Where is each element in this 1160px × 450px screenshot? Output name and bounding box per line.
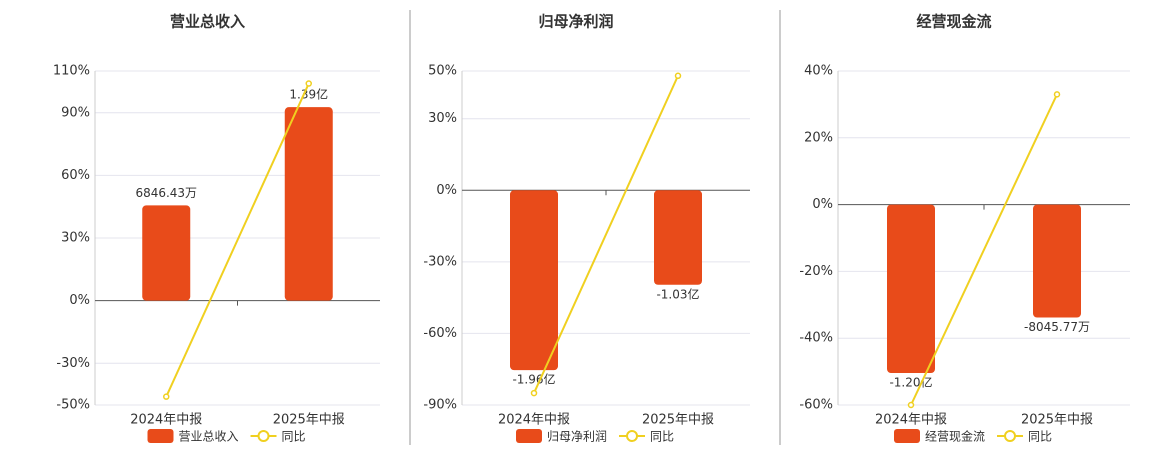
y-tick-label: 30% [428, 111, 457, 126]
y-tick-label: 50% [428, 64, 457, 79]
y-tick-label: 0% [812, 197, 833, 212]
data-label: -8045.77万 [1024, 320, 1090, 334]
legend-swatch [1004, 430, 1017, 442]
y-tick-label: -30% [423, 254, 457, 269]
legend-label: 同比 [282, 430, 306, 444]
bar [142, 205, 191, 301]
line [910, 93, 1058, 406]
line-point [530, 389, 538, 397]
legend-label: 营业总收入 [179, 430, 239, 444]
data-label: -1.20亿 [889, 375, 932, 390]
legend-label: 归母净利润 [547, 430, 607, 444]
data-label: 1.39亿 [289, 87, 328, 102]
x-tick-label: 2025年中报 [1021, 413, 1093, 428]
chart-title: 营业总收入 [170, 13, 245, 31]
y-tick-label: 0% [436, 183, 457, 198]
x-tick-label: 2024年中报 [498, 413, 570, 428]
line-point [163, 393, 170, 400]
bar [510, 190, 558, 371]
data-label: 6846.43万 [135, 186, 197, 200]
legend-swatch [626, 430, 639, 442]
legend-label: 同比 [650, 430, 674, 444]
x-tick-label: 2024年中报 [875, 413, 947, 428]
chart-title: 归母净利润 [538, 13, 613, 31]
y-tick-label: 90% [61, 105, 90, 120]
legend-swatch [257, 430, 270, 442]
legend-label: 同比 [1028, 430, 1052, 444]
bar [1033, 204, 1081, 318]
bar [654, 190, 702, 285]
legend-label: 经营现金流 [925, 429, 985, 444]
y-tick-label: -30% [56, 356, 90, 371]
line-point [305, 80, 312, 87]
line [165, 83, 310, 398]
bar [284, 107, 333, 301]
data-label: -1.96亿 [512, 372, 555, 387]
y-tick-label: 20% [804, 130, 833, 145]
legend-swatch [894, 429, 920, 443]
chart-title: 经营现金流 [916, 13, 991, 31]
y-tick-label: -90% [423, 398, 457, 413]
line [533, 75, 679, 394]
x-tick-label: 2024年中报 [130, 413, 202, 428]
y-tick-label: -40% [799, 331, 833, 346]
y-tick-label: 60% [61, 168, 90, 183]
y-tick-label: 0% [69, 293, 90, 308]
y-tick-label: -50% [56, 398, 90, 413]
y-tick-label: -60% [799, 398, 833, 413]
line-point [674, 72, 682, 80]
data-label: -1.03亿 [656, 286, 699, 301]
y-tick-label: 30% [61, 231, 90, 246]
x-tick-label: 2025年中报 [273, 413, 345, 428]
x-tick-label: 2025年中报 [642, 413, 714, 428]
y-tick-label: -60% [423, 326, 457, 341]
line-point [907, 401, 915, 409]
y-tick-label: 110% [53, 64, 90, 79]
legend-swatch [147, 429, 174, 443]
line-point [1053, 91, 1061, 98]
bar [887, 204, 935, 374]
legend-swatch [516, 429, 542, 443]
y-tick-label: -20% [799, 264, 833, 279]
y-tick-label: 40% [804, 64, 833, 79]
